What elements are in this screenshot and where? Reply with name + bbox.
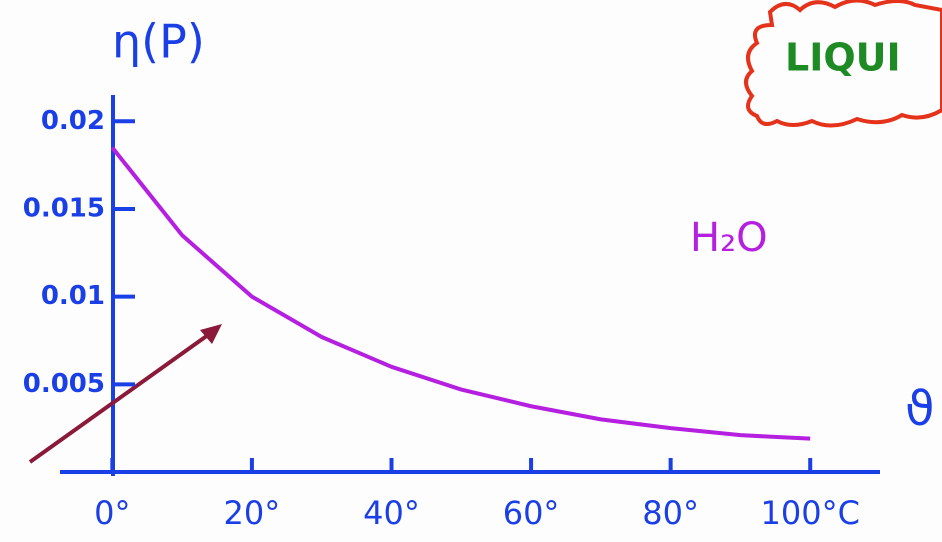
annotation: H₂O [690,215,768,261]
box-label: LIQUI [785,36,901,80]
y-tick-label: 0.005 [23,369,105,399]
arrow [28,328,217,464]
y-axis-label: η(P) [112,15,205,69]
x-tick-label: 100°C [761,494,860,532]
x-axis-label: ϑ [905,381,935,437]
x-tick-label: 60° [503,494,560,532]
data-line [110,146,811,441]
x-tick-label: 20° [224,494,281,532]
y-tick-label: 0.02 [41,106,105,136]
x-tick-label: 40° [363,494,420,532]
x-tick-label: 80° [642,494,699,532]
arrow-head [200,324,222,344]
x-tick-label: 0° [94,494,130,532]
y-tick-label: 0.01 [41,281,105,311]
box-border [744,0,942,128]
y-tick-label: 0.015 [23,193,105,223]
